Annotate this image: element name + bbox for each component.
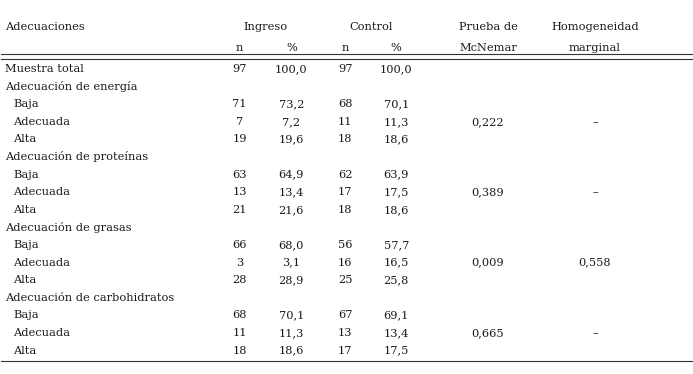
- Text: 11: 11: [338, 117, 352, 127]
- Text: 7: 7: [236, 117, 243, 127]
- Text: –: –: [592, 187, 598, 197]
- Text: 13: 13: [338, 328, 352, 338]
- Text: 69,1: 69,1: [383, 310, 409, 320]
- Text: Baja: Baja: [13, 310, 39, 320]
- Text: 17,5: 17,5: [383, 346, 409, 356]
- Text: 100,0: 100,0: [380, 64, 412, 74]
- Text: –: –: [592, 117, 598, 127]
- Text: 18: 18: [338, 205, 352, 215]
- Text: 17: 17: [338, 187, 352, 197]
- Text: Baja: Baja: [13, 240, 39, 250]
- Text: 19,6: 19,6: [279, 134, 304, 144]
- Text: 64,9: 64,9: [279, 169, 304, 180]
- Text: 17,5: 17,5: [383, 187, 409, 197]
- Text: Alta: Alta: [13, 275, 36, 285]
- Text: Muestra total: Muestra total: [5, 64, 84, 74]
- Text: 25: 25: [338, 275, 352, 285]
- Text: 11,3: 11,3: [383, 117, 409, 127]
- Text: Adecuada: Adecuada: [13, 117, 70, 127]
- Text: 66: 66: [232, 240, 247, 250]
- Text: McNemar: McNemar: [459, 43, 517, 53]
- Text: 11: 11: [232, 328, 247, 338]
- Text: 97: 97: [232, 64, 247, 74]
- Text: 13: 13: [232, 187, 247, 197]
- Text: 0,222: 0,222: [472, 117, 505, 127]
- Text: 68,0: 68,0: [279, 240, 304, 250]
- Text: %: %: [286, 43, 297, 53]
- Text: 28: 28: [232, 275, 247, 285]
- Text: 71: 71: [232, 99, 247, 109]
- Text: Alta: Alta: [13, 346, 36, 356]
- Text: Baja: Baja: [13, 99, 39, 109]
- Text: %: %: [391, 43, 401, 53]
- Text: marginal: marginal: [569, 43, 621, 53]
- Text: Adecuada: Adecuada: [13, 187, 70, 197]
- Text: 13,4: 13,4: [383, 328, 409, 338]
- Text: Adecuación de energía: Adecuación de energía: [5, 81, 137, 92]
- Text: Adecuación de grasas: Adecuación de grasas: [5, 222, 132, 233]
- Text: 68: 68: [338, 99, 352, 109]
- Text: n: n: [342, 43, 349, 53]
- Text: 0,389: 0,389: [472, 187, 505, 197]
- Text: 18,6: 18,6: [279, 346, 304, 356]
- Text: 0,558: 0,558: [579, 258, 611, 267]
- Text: 11,3: 11,3: [279, 328, 304, 338]
- Text: 0,665: 0,665: [472, 328, 505, 338]
- Text: 16,5: 16,5: [383, 258, 409, 267]
- Text: 70,1: 70,1: [383, 99, 409, 109]
- Text: 73,2: 73,2: [279, 99, 304, 109]
- Text: 13,4: 13,4: [279, 187, 304, 197]
- Text: 16: 16: [338, 258, 352, 267]
- Text: 21,6: 21,6: [279, 205, 304, 215]
- Text: 21: 21: [232, 205, 247, 215]
- Text: Alta: Alta: [13, 134, 36, 144]
- Text: Adecuación de carbohidratos: Adecuación de carbohidratos: [5, 293, 174, 303]
- Text: 19: 19: [232, 134, 247, 144]
- Text: 100,0: 100,0: [275, 64, 308, 74]
- Text: –: –: [592, 328, 598, 338]
- Text: 18: 18: [232, 346, 247, 356]
- Text: 17: 17: [338, 346, 352, 356]
- Text: Prueba de: Prueba de: [459, 22, 518, 32]
- Text: Adecuada: Adecuada: [13, 328, 70, 338]
- Text: 18,6: 18,6: [383, 134, 409, 144]
- Text: Adecuaciones: Adecuaciones: [5, 22, 85, 32]
- Text: 3: 3: [236, 258, 243, 267]
- Text: 3,1: 3,1: [282, 258, 300, 267]
- Text: 68: 68: [232, 310, 247, 320]
- Text: n: n: [236, 43, 243, 53]
- Text: 28,9: 28,9: [279, 275, 304, 285]
- Text: Baja: Baja: [13, 169, 39, 180]
- Text: 63: 63: [232, 169, 247, 180]
- Text: 67: 67: [338, 310, 352, 320]
- Text: Alta: Alta: [13, 205, 36, 215]
- Text: 7,2: 7,2: [282, 117, 300, 127]
- Text: 62: 62: [338, 169, 352, 180]
- Text: Homogeneidad: Homogeneidad: [551, 22, 639, 32]
- Text: Adecuación de proteínas: Adecuación de proteínas: [5, 151, 148, 162]
- Text: 56: 56: [338, 240, 352, 250]
- Text: Adecuada: Adecuada: [13, 258, 70, 267]
- Text: 18,6: 18,6: [383, 205, 409, 215]
- Text: 18: 18: [338, 134, 352, 144]
- Text: 63,9: 63,9: [383, 169, 409, 180]
- Text: 97: 97: [338, 64, 352, 74]
- Text: 70,1: 70,1: [279, 310, 304, 320]
- Text: 25,8: 25,8: [383, 275, 409, 285]
- Text: 0,009: 0,009: [472, 258, 505, 267]
- Text: 57,7: 57,7: [383, 240, 409, 250]
- Text: Control: Control: [349, 22, 392, 32]
- Text: Ingreso: Ingreso: [243, 22, 288, 32]
